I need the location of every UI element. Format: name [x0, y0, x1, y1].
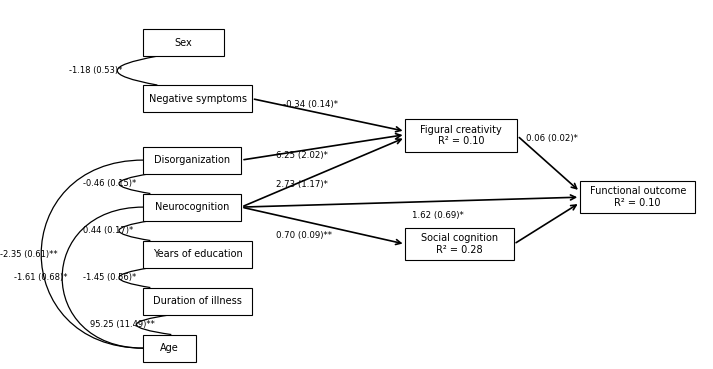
- Text: Duration of illness: Duration of illness: [153, 296, 242, 306]
- FancyBboxPatch shape: [580, 181, 695, 213]
- Text: 0.44 (0.17)*: 0.44 (0.17)*: [83, 226, 133, 235]
- FancyBboxPatch shape: [143, 193, 241, 221]
- Text: 6.25 (2.02)*: 6.25 (2.02)*: [276, 151, 328, 160]
- Text: 1.62 (0.69)*: 1.62 (0.69)*: [412, 211, 464, 220]
- FancyBboxPatch shape: [406, 120, 517, 152]
- Text: -1.45 (0.56)*: -1.45 (0.56)*: [83, 273, 136, 282]
- Text: Years of education: Years of education: [153, 249, 242, 259]
- Text: Disorganization: Disorganization: [154, 155, 230, 165]
- Text: Negative symptoms: Negative symptoms: [148, 94, 247, 104]
- Text: -0.34 (0.14)*: -0.34 (0.14)*: [283, 100, 338, 110]
- Text: -1.18 (0.53)*: -1.18 (0.53)*: [68, 66, 122, 75]
- Text: 95.25 (11.49)**: 95.25 (11.49)**: [90, 320, 155, 329]
- FancyBboxPatch shape: [143, 29, 224, 56]
- Text: 0.06 (0.02)*: 0.06 (0.02)*: [525, 134, 578, 143]
- Text: -2.35 (0.61)**: -2.35 (0.61)**: [0, 249, 58, 259]
- FancyBboxPatch shape: [143, 146, 241, 174]
- Text: Functional outcome
R² = 0.10: Functional outcome R² = 0.10: [590, 186, 686, 208]
- Text: Neurocognition: Neurocognition: [155, 202, 230, 212]
- Text: Age: Age: [160, 343, 179, 353]
- FancyBboxPatch shape: [143, 287, 252, 315]
- Text: Sex: Sex: [175, 38, 193, 48]
- Text: Social cognition
R² = 0.28: Social cognition R² = 0.28: [421, 233, 498, 255]
- Text: 2.73 (1.17)*: 2.73 (1.17)*: [276, 180, 328, 189]
- Text: -1.61 (0.68)*: -1.61 (0.68)*: [14, 273, 68, 282]
- Text: 0.70 (0.09)**: 0.70 (0.09)**: [276, 231, 332, 239]
- Text: -0.46 (0.15)*: -0.46 (0.15)*: [83, 179, 136, 188]
- Text: Figural creativity
R² = 0.10: Figural creativity R² = 0.10: [421, 125, 502, 146]
- FancyBboxPatch shape: [143, 335, 196, 362]
- FancyBboxPatch shape: [143, 85, 252, 112]
- FancyBboxPatch shape: [143, 241, 252, 268]
- FancyBboxPatch shape: [406, 228, 513, 261]
